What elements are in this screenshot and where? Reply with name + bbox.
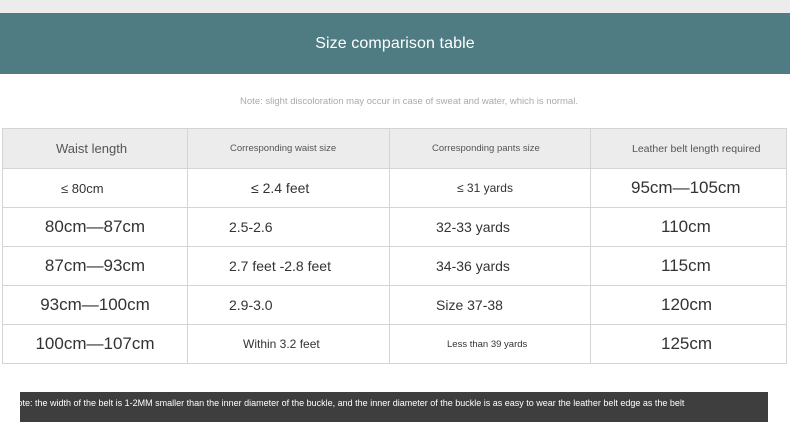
header-belt-length: Leather belt length required [590,128,787,169]
table-row: 87cm—93cm 2.7 feet -2.8 feet 34-36 yards… [2,246,787,286]
header-pants-size: Corresponding pants size [389,128,591,169]
cell-belt-length: 115cm [590,246,787,286]
table-header-row: Waist length Corresponding waist size Co… [2,128,787,169]
top-strip [0,0,790,13]
discoloration-note: Note: slight discoloration may occur in … [240,96,578,107]
cell-waist-size: 2.7 feet -2.8 feet [187,246,390,286]
cell-pants-size: Less than 39 yards [389,324,591,364]
cell-waist-size: Within 3.2 feet [187,324,390,364]
cell-waist-size: ≤ 2.4 feet [187,168,390,208]
cell-pants-size: 32-33 yards [389,207,591,247]
cell-belt-length: 125cm [590,324,787,364]
buckle-note-text: Note: the width of the belt is 1-2MM sma… [11,398,685,408]
table-row: 93cm—100cm 2.9-3.0 Size 37-38 120cm [2,285,787,325]
cell-waist-length: ≤ 80cm [2,168,188,208]
cell-waist-size: 2.5-2.6 [187,207,390,247]
table-row: ≤ 80cm ≤ 2.4 feet ≤ 31 yards 95cm—105cm [2,168,787,208]
table-row: 80cm—87cm 2.5-2.6 32-33 yards 110cm [2,207,787,247]
cell-waist-size: 2.9-3.0 [187,285,390,325]
size-comparison-table: Waist length Corresponding waist size Co… [2,128,787,364]
cell-belt-length: 110cm [590,207,787,247]
cell-pants-size: ≤ 31 yards [389,168,591,208]
cell-pants-size: 34-36 yards [389,246,591,286]
cell-waist-length: 100cm—107cm [2,324,188,364]
table-row: 100cm—107cm Within 3.2 feet Less than 39… [2,324,787,364]
page-title-banner: Size comparison table [0,13,790,74]
cell-belt-length: 120cm [590,285,787,325]
header-waist-length: Waist length [2,128,188,169]
cell-pants-size: Size 37-38 [389,285,591,325]
cell-waist-length: 80cm—87cm [2,207,188,247]
page-title: Size comparison table [315,34,475,52]
cell-belt-length: 95cm—105cm [590,168,787,208]
buckle-note-bar: Note: the width of the belt is 1-2MM sma… [11,392,768,422]
cell-waist-length: 87cm—93cm [2,246,188,286]
cell-waist-length: 93cm—100cm [2,285,188,325]
header-waist-size: Corresponding waist size [187,128,390,169]
